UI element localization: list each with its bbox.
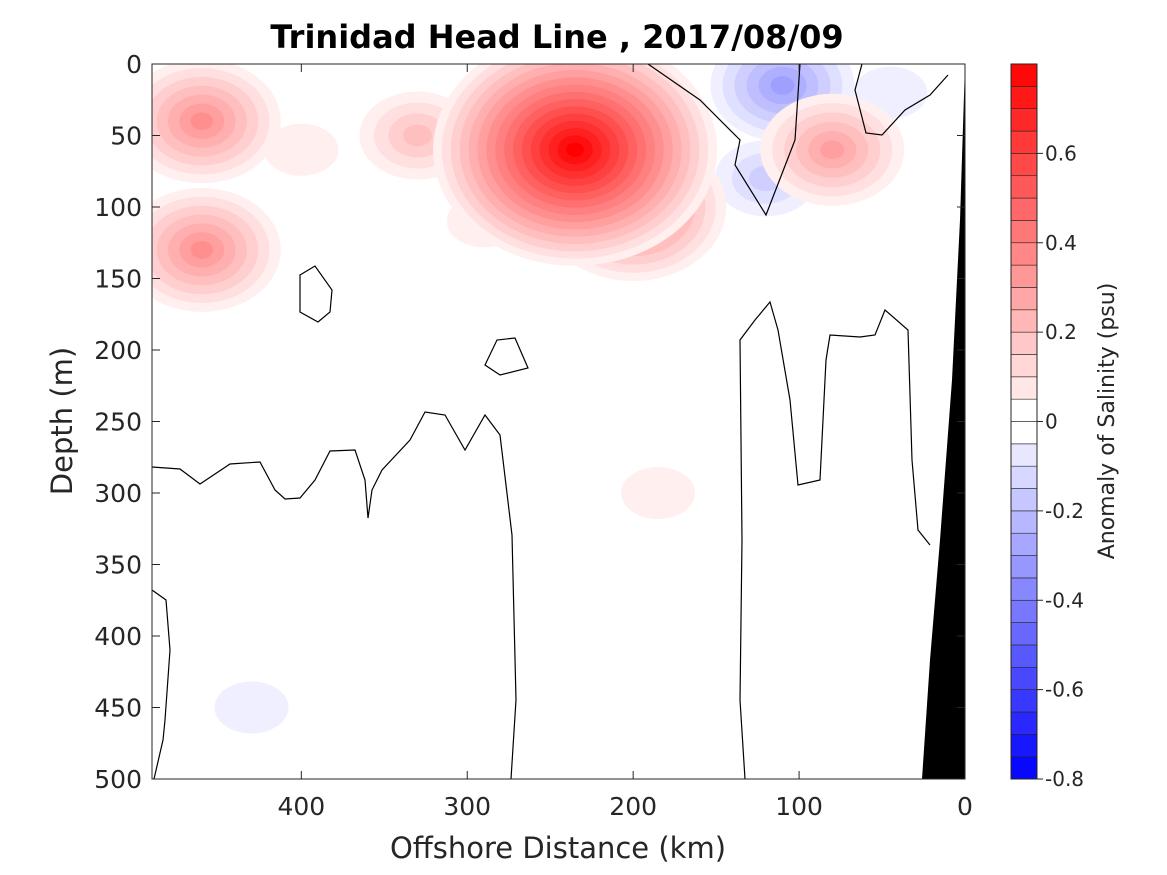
anomaly-contour-band <box>402 124 432 147</box>
colorbar-swatch <box>1010 175 1038 199</box>
colorbar-swatch <box>1010 734 1038 757</box>
colorbar-swatch <box>1010 488 1038 512</box>
colorbar-swatch <box>1010 443 1038 467</box>
zero-contour-upper <box>152 411 517 779</box>
colorbar-swatch <box>1010 644 1038 668</box>
anomaly-contour-band <box>566 142 584 158</box>
colorbar-tick-label: 0 <box>1045 410 1058 434</box>
anomaly-contour-band <box>621 467 696 519</box>
seafloor-bathymetry <box>922 64 965 779</box>
anomaly-contour-band <box>820 140 845 160</box>
colorbar-swatch <box>1010 689 1038 713</box>
colorbar-swatch <box>1010 756 1038 780</box>
x-tick-label: 400 <box>277 792 325 821</box>
x-tick-label: 300 <box>443 792 491 821</box>
y-tick-label: 0 <box>126 50 142 79</box>
anomaly-field <box>152 64 928 734</box>
anomaly-contour-band <box>770 76 795 95</box>
colorbar-swatch <box>1010 309 1038 333</box>
chart-title: Trinidad Head Line , 2017/08/09 <box>270 18 843 56</box>
colorbar-tick-label: -0.4 <box>1045 588 1084 612</box>
y-tick-label: 300 <box>94 479 142 508</box>
colorbar-swatch <box>1010 666 1038 690</box>
colorbar-tick-label: 0.2 <box>1045 320 1077 344</box>
colorbar-swatch <box>1010 63 1038 87</box>
colorbar-swatch <box>1010 398 1038 422</box>
zero-contour-surface-neg <box>647 64 801 217</box>
colorbar-tick-label: -0.6 <box>1045 678 1084 702</box>
colorbar-tick-label: -0.2 <box>1045 499 1084 523</box>
zero-contours <box>152 64 949 779</box>
colorbar-swatch <box>1010 711 1038 735</box>
colorbar-swatch <box>1010 532 1038 556</box>
colorbar-swatch <box>1010 287 1038 311</box>
colorbar-swatch <box>1010 108 1038 132</box>
colorbar-swatch <box>1010 242 1038 266</box>
y-tick-label: 150 <box>94 265 142 294</box>
colorbar-label: Anomaly of Salinity (psu) <box>1095 283 1120 560</box>
colorbar-swatch <box>1010 264 1038 288</box>
colorbar-swatch <box>1010 622 1038 646</box>
y-tick-label: 450 <box>94 694 142 723</box>
x-axis-label: Offshore Distance (km) <box>390 831 726 865</box>
x-tick-label: 200 <box>609 792 657 821</box>
y-tick-label: 400 <box>94 622 142 651</box>
y-tick-label: 250 <box>94 408 142 437</box>
colorbar-swatch <box>1010 86 1038 109</box>
colorbar-tick-label: -0.8 <box>1045 767 1084 791</box>
colorbar-swatch <box>1010 354 1038 378</box>
colorbar-swatch <box>1010 465 1038 489</box>
anomaly-contour-band <box>190 241 214 259</box>
zero-contour-deep-left <box>152 589 171 779</box>
colorbar-swatch <box>1010 555 1038 579</box>
anomaly-contour-band <box>214 681 289 734</box>
colorbar-swatch <box>1010 220 1038 244</box>
colorbar-swatch <box>1010 510 1038 534</box>
colorbar-tick-label: 0.6 <box>1045 141 1077 165</box>
colorbar-swatch <box>1010 153 1038 177</box>
y-tick-label: 200 <box>94 336 142 365</box>
y-tick-label: 50 <box>110 122 142 151</box>
zero-contour-lens-mid <box>484 337 529 376</box>
colorbar-tick-label: 0.4 <box>1045 231 1077 255</box>
colorbar-swatch <box>1010 331 1038 355</box>
colorbar-swatch <box>1010 376 1038 400</box>
colorbar-swatch <box>1010 130 1038 154</box>
y-axis: 0 50 100 150 200 250 300 350 400 450 500 <box>94 50 965 794</box>
y-tick-label: 500 <box>94 765 142 794</box>
colorbar-swatch <box>1010 599 1038 623</box>
zero-contour-lens-left <box>299 265 333 323</box>
colorbar-swatch <box>1010 197 1038 221</box>
x-axis: 400 300 200 100 0 <box>277 64 973 821</box>
y-tick-label: 100 <box>94 193 142 222</box>
x-tick-label: 100 <box>775 792 823 821</box>
colorbar: -0.8 -0.6 -0.4 -0.2 0 0.2 0.4 0.6 <box>1010 63 1084 791</box>
colorbar-swatch <box>1010 421 1038 445</box>
anomaly-contour-band <box>190 112 214 131</box>
y-tick-label: 350 <box>94 551 142 580</box>
y-axis-label: Depth (m) <box>45 347 79 495</box>
x-tick-label: 0 <box>957 792 973 821</box>
zero-contour-surface-neg-right <box>854 64 949 136</box>
zero-contour-shelf-column <box>739 300 931 779</box>
anomaly-contour-band <box>264 123 339 176</box>
colorbar-swatch <box>1010 577 1038 601</box>
plot-area <box>152 64 965 779</box>
